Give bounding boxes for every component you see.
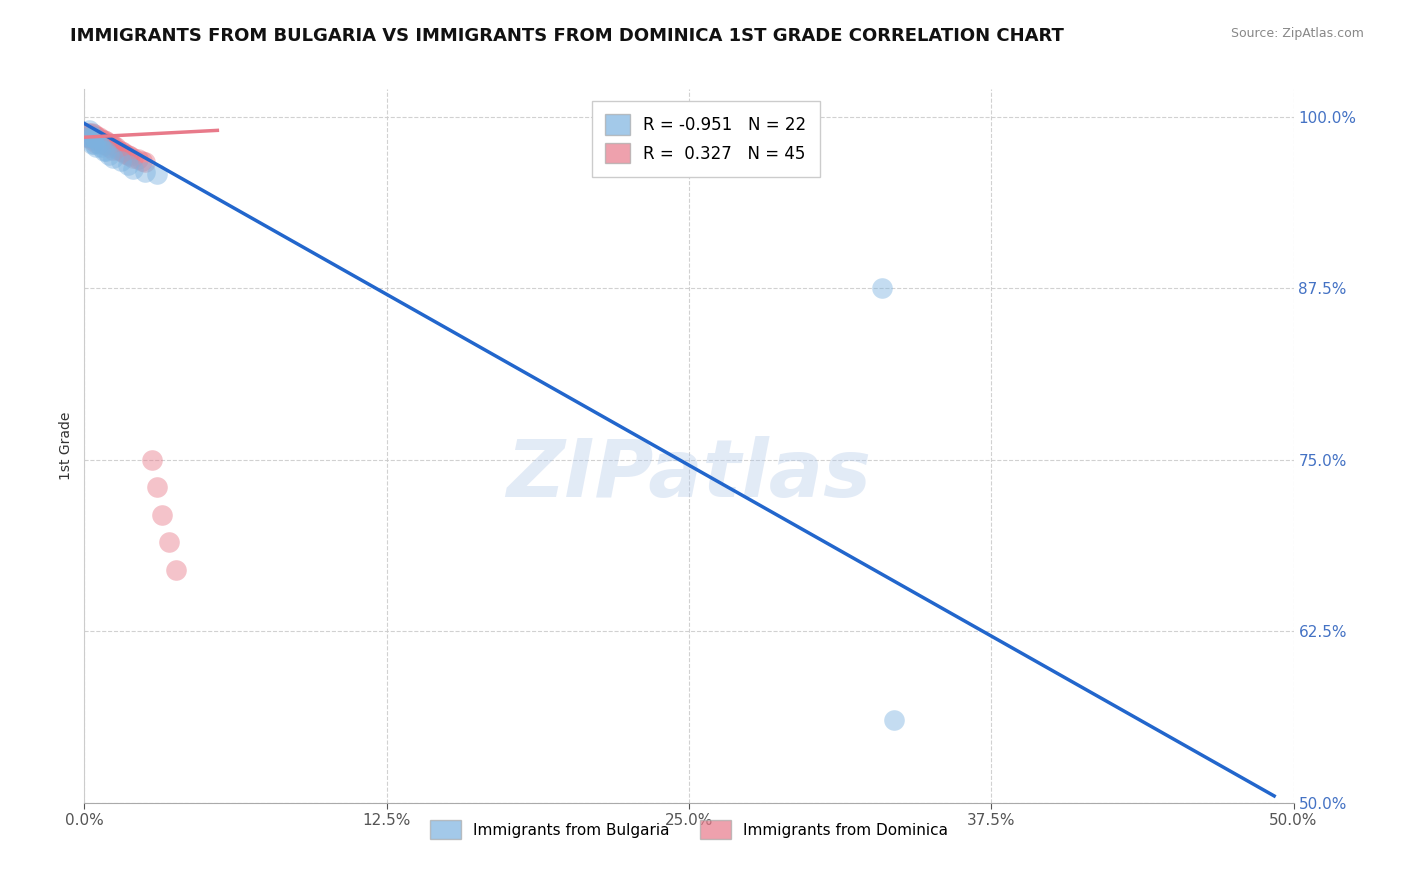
Point — [121, 161, 143, 176]
Point — [883, 714, 905, 728]
Point — [114, 146, 136, 161]
Point — [97, 136, 120, 150]
Point — [77, 130, 100, 145]
Point — [100, 137, 122, 152]
Point — [86, 136, 108, 150]
Point — [93, 137, 115, 152]
Text: IMMIGRANTS FROM BULGARIA VS IMMIGRANTS FROM DOMINICA 1ST GRADE CORRELATION CHART: IMMIGRANTS FROM BULGARIA VS IMMIGRANTS F… — [70, 27, 1064, 45]
Point — [80, 133, 103, 147]
Point — [141, 452, 163, 467]
Point — [86, 140, 108, 154]
Point — [165, 562, 187, 576]
Point — [103, 151, 125, 165]
Point — [127, 152, 149, 166]
Point — [90, 140, 112, 154]
Point — [112, 145, 135, 160]
Point — [86, 133, 108, 147]
Point — [83, 128, 105, 142]
Point — [86, 131, 108, 145]
Point — [117, 148, 139, 162]
Point — [110, 153, 132, 168]
Point — [93, 133, 115, 147]
Point — [94, 144, 117, 158]
Point — [80, 126, 103, 140]
Point — [83, 130, 105, 145]
Point — [117, 158, 139, 172]
Point — [90, 136, 112, 150]
Point — [157, 535, 180, 549]
Point — [110, 144, 132, 158]
Point — [90, 131, 112, 145]
Point — [97, 148, 120, 162]
Point — [131, 153, 153, 168]
Point — [83, 131, 105, 145]
Point — [76, 126, 98, 140]
Point — [104, 140, 127, 154]
Point — [87, 134, 110, 148]
Point — [150, 508, 173, 522]
Legend: Immigrants from Bulgaria, Immigrants from Dominica: Immigrants from Bulgaria, Immigrants fro… — [425, 814, 953, 845]
Text: Source: ZipAtlas.com: Source: ZipAtlas.com — [1230, 27, 1364, 40]
Point — [80, 128, 103, 143]
Point — [76, 130, 98, 145]
Point — [103, 143, 125, 157]
Point — [76, 130, 98, 145]
Point — [87, 137, 110, 152]
Point — [94, 134, 117, 148]
Point — [94, 138, 117, 153]
Point — [77, 130, 100, 145]
Point — [77, 123, 100, 137]
Point — [83, 137, 105, 152]
Point — [107, 143, 129, 157]
Point — [80, 137, 103, 152]
Point — [86, 128, 108, 143]
Point — [87, 130, 110, 145]
Point — [80, 130, 103, 145]
Point — [120, 149, 142, 163]
Point — [97, 140, 120, 154]
Point — [103, 138, 125, 153]
Point — [872, 281, 894, 295]
Point — [134, 155, 156, 169]
Point — [77, 126, 100, 140]
Point — [146, 167, 169, 181]
Point — [121, 151, 143, 165]
Text: ZIPatlas: ZIPatlas — [506, 435, 872, 514]
Point — [93, 144, 115, 158]
Point — [146, 480, 169, 494]
Y-axis label: 1st Grade: 1st Grade — [59, 412, 73, 480]
Point — [134, 164, 156, 178]
